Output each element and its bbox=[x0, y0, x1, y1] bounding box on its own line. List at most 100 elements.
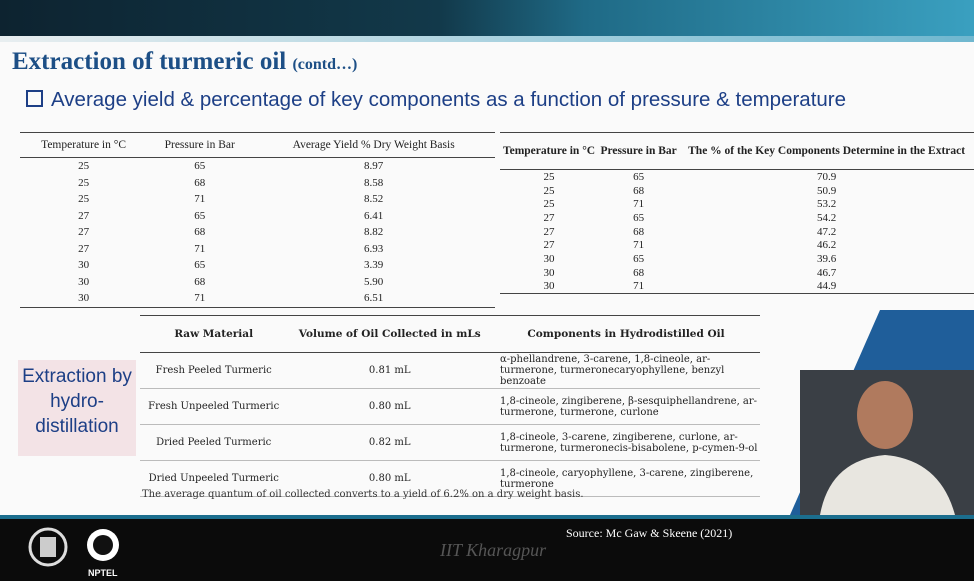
table-cell: 68 bbox=[598, 184, 679, 198]
column-header: Pressure in Bar bbox=[598, 133, 679, 170]
table-cell: 5.90 bbox=[252, 274, 495, 291]
column-header: The % of the Key Components Determine in… bbox=[679, 133, 974, 170]
table-cell: 71 bbox=[147, 241, 252, 258]
table-cell: 68 bbox=[147, 175, 252, 192]
header-row: Temperature in °CPressure in BarAverage … bbox=[20, 133, 495, 158]
table-cell: 0.81 mL bbox=[287, 353, 492, 389]
column-header: Components in Hydrodistilled Oil bbox=[492, 316, 760, 353]
table-note: The average quantum of oil collected con… bbox=[142, 489, 584, 500]
column-header: Raw Material bbox=[140, 316, 287, 353]
presenter-video bbox=[790, 310, 974, 515]
table-cell: 65 bbox=[147, 257, 252, 274]
table-cell: 44.9 bbox=[679, 280, 974, 294]
table-cell: 27 bbox=[20, 224, 147, 241]
column-header: Average Yield % Dry Weight Basis bbox=[252, 133, 495, 158]
table-cell: 30 bbox=[500, 252, 598, 266]
table-cell: 71 bbox=[147, 290, 252, 307]
table-cell: 65 bbox=[598, 170, 679, 184]
table-cell: 27 bbox=[20, 241, 147, 258]
top-stripe bbox=[0, 36, 974, 42]
table-cell: 25 bbox=[20, 191, 147, 208]
table-cell: 70.9 bbox=[679, 170, 974, 184]
table-cell: 8.82 bbox=[252, 224, 495, 241]
table-cell: 71 bbox=[598, 197, 679, 211]
table-cell: 68 bbox=[147, 224, 252, 241]
column-header: Pressure in Bar bbox=[147, 133, 252, 158]
side-label: Extraction by hydro-distillation bbox=[18, 360, 136, 456]
table-cell: Dried Peeled Turmeric bbox=[140, 425, 287, 461]
table-cell: 30 bbox=[20, 274, 147, 291]
table-cell: Fresh Unpeeled Turmeric bbox=[140, 389, 287, 425]
table-cell: 71 bbox=[598, 280, 679, 294]
table-cell: 30 bbox=[500, 280, 598, 294]
top-bar bbox=[0, 0, 974, 36]
table-cell: Fresh Peeled Turmeric bbox=[140, 353, 287, 389]
table-cell: 25 bbox=[500, 197, 598, 211]
table-cell: 27 bbox=[20, 208, 147, 225]
table-cell: 0.80 mL bbox=[287, 389, 492, 425]
table-cell: 71 bbox=[598, 238, 679, 252]
table-cell: 71 bbox=[147, 191, 252, 208]
table-cell: 8.58 bbox=[252, 175, 495, 192]
table-cell: 50.9 bbox=[679, 184, 974, 198]
table-cell: 53.2 bbox=[679, 197, 974, 211]
title-text: Extraction of turmeric oil bbox=[12, 48, 286, 75]
institute: IIT Kharagpur bbox=[440, 540, 546, 561]
table-cell: 65 bbox=[598, 252, 679, 266]
table-cell: 8.52 bbox=[252, 191, 495, 208]
table-cell: 0.82 mL bbox=[287, 425, 492, 461]
logo-text: NPTEL bbox=[88, 568, 118, 578]
table-cell: 1,8-cineole, 3-carene, zingiberene, curl… bbox=[492, 425, 760, 461]
table-cell: 6.51 bbox=[252, 290, 495, 307]
table-cell: 30 bbox=[500, 266, 598, 280]
table-cell: 39.6 bbox=[679, 252, 974, 266]
table-cell: 30 bbox=[20, 290, 147, 307]
subtitle-text: Average yield & percentage of key compon… bbox=[51, 88, 846, 111]
table-cell: 65 bbox=[147, 208, 252, 225]
title-suffix: (contd…) bbox=[292, 56, 357, 73]
table-cell: 27 bbox=[500, 225, 598, 239]
table-cell: 8.97 bbox=[252, 158, 495, 175]
table-cell: 46.2 bbox=[679, 238, 974, 252]
table-cell: 1,8-cineole, zingiberene, β-sesquiphella… bbox=[492, 389, 760, 425]
table-cell: 27 bbox=[500, 211, 598, 225]
column-header: Volume of Oil Collected in mLs bbox=[287, 316, 492, 353]
table-cell: 25 bbox=[500, 184, 598, 198]
table-cell: 65 bbox=[598, 211, 679, 225]
table-cell: 46.7 bbox=[679, 266, 974, 280]
table-cell: 68 bbox=[598, 266, 679, 280]
table-cell: 54.2 bbox=[679, 211, 974, 225]
table-cell: 3.39 bbox=[252, 257, 495, 274]
table-cell: 6.93 bbox=[252, 241, 495, 258]
table-cell: 25 bbox=[20, 158, 147, 175]
table-cell: 27 bbox=[500, 238, 598, 252]
subtitle: Average yield & percentage of key compon… bbox=[26, 88, 846, 112]
table-cell: 68 bbox=[147, 274, 252, 291]
table-cell: 25 bbox=[500, 170, 598, 184]
column-header: Temperature in °C bbox=[500, 133, 598, 170]
table-cell: 65 bbox=[147, 158, 252, 175]
